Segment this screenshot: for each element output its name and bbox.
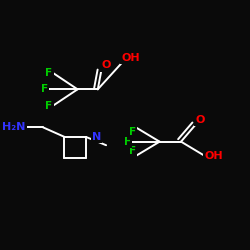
Text: N: N	[92, 132, 101, 142]
Text: F: F	[46, 101, 52, 111]
Text: F: F	[129, 128, 136, 138]
Text: F: F	[129, 146, 136, 156]
Text: OH: OH	[205, 151, 224, 161]
Text: F: F	[41, 84, 48, 94]
Text: F: F	[124, 137, 131, 147]
Text: O: O	[195, 115, 205, 125]
Text: O: O	[101, 60, 111, 70]
Text: H₂N: H₂N	[2, 122, 25, 132]
Text: F: F	[46, 68, 52, 78]
Text: OH: OH	[122, 53, 140, 63]
